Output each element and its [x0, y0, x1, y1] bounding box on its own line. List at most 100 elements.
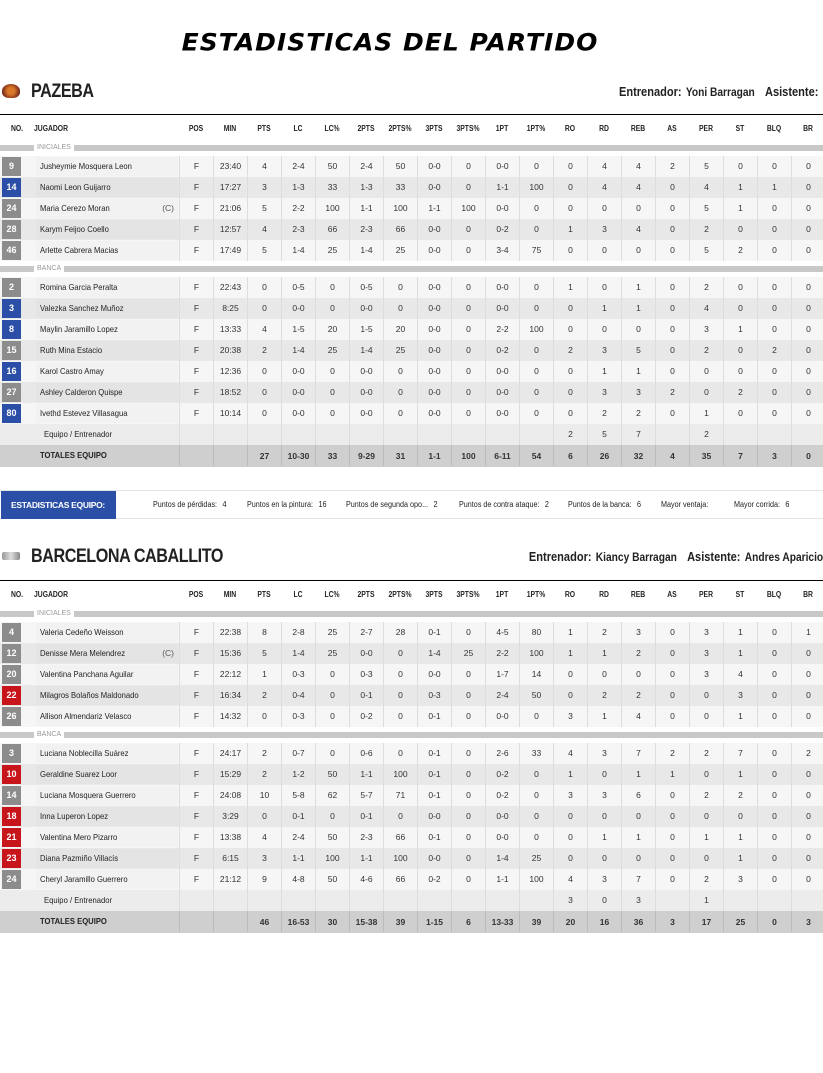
- player-row[interactable]: 23 Diana Pazmiño Villacís F 6:15 3 1-1 100 1-1 1…: [0, 848, 823, 869]
- player-name[interactable]: Luciana Noblecilla Suárez: [40, 748, 129, 758]
- player-name-cell[interactable]: Ruth Mina Estacio: [36, 341, 178, 360]
- player-row[interactable]: 16 Karol Castro Amay F 12:36 0 0-0 0 0-0 0 0-0 0 0-…: [0, 361, 823, 382]
- player-row[interactable]: 18 Inna Luperon Lopez F 3:29 0 0-1 0 0-1 0 0-0 0 0-…: [0, 806, 823, 827]
- column-header-pts[interactable]: PTS: [257, 124, 271, 133]
- player-name-cell[interactable]: Geraldine Suarez Loor: [36, 765, 178, 784]
- player-name-cell[interactable]: Denisse Mera Melendrez (C): [36, 644, 178, 663]
- player-name[interactable]: Geraldine Suarez Loor: [40, 769, 117, 779]
- player-name[interactable]: Allison Almendariz Velasco: [40, 711, 132, 721]
- player-row[interactable]: 3 Luciana Noblecilla Suárez F 24:17 2 0-7 0 0-6…: [0, 743, 823, 764]
- column-header-jugador[interactable]: JUGADOR: [34, 124, 69, 133]
- player-name[interactable]: Ashley Calderon Quispe: [40, 387, 123, 397]
- column-header-lc[interactable]: LC: [293, 124, 303, 133]
- player-row[interactable]: 12 Denisse Mera Melendrez (C) F 15:36 5 1-4 25 0…: [0, 643, 823, 664]
- column-header-3pts-[interactable]: 3PTS%: [456, 590, 480, 599]
- column-header-ro[interactable]: RO: [564, 590, 576, 599]
- player-name-cell[interactable]: Diana Pazmiño Villacís: [36, 849, 178, 868]
- column-header-3pts[interactable]: 3PTS: [425, 590, 443, 599]
- player-row[interactable]: 2 Romina Garcia Peralta F 22:43 0 0-5 0 0-5 0 0-0…: [0, 277, 823, 298]
- player-name-cell[interactable]: Karol Castro Amay: [36, 362, 178, 381]
- column-header-per[interactable]: PER: [699, 124, 713, 133]
- column-header-3pts-[interactable]: 3PTS%: [456, 124, 480, 133]
- player-name[interactable]: Jusheymie Mosquera Leon: [40, 161, 132, 171]
- player-name[interactable]: Maria Cerezo Moran: [40, 203, 110, 213]
- column-header-pts[interactable]: PTS: [257, 590, 271, 599]
- column-header-reb[interactable]: REB: [630, 124, 646, 133]
- player-name-cell[interactable]: Ashley Calderon Quispe: [36, 383, 178, 402]
- player-name[interactable]: Cheryl Jaramillo Guerrero: [40, 874, 128, 884]
- player-row[interactable]: 14 Naomi Leon Guijarro F 17:27 3 1-3 33 1-3 33 0-…: [0, 177, 823, 198]
- player-row[interactable]: 28 Karym Feijoo Coello F 12:57 4 2-3 66 2-3 66 0-…: [0, 219, 823, 240]
- player-name-cell[interactable]: Naomi Leon Guijarro: [36, 178, 178, 197]
- player-row[interactable]: 26 Allison Almendariz Velasco F 14:32 0 0-3 0 0…: [0, 706, 823, 727]
- player-row[interactable]: 3 Valezka Sanchez Muñoz F 8:25 0 0-0 0 0-0 0 0-0 0…: [0, 298, 823, 319]
- player-name[interactable]: Maylin Jaramillo Lopez: [40, 324, 118, 334]
- player-name-cell[interactable]: Ivethd Estevez Villasagua: [36, 404, 178, 423]
- player-name-cell[interactable]: Luciana Noblecilla Suárez: [36, 744, 178, 763]
- column-header-as[interactable]: AS: [667, 590, 677, 599]
- player-name-cell[interactable]: Cheryl Jaramillo Guerrero: [36, 870, 178, 889]
- player-row[interactable]: 80 Ivethd Estevez Villasagua F 10:14 0 0-0 0 0-…: [0, 403, 823, 424]
- column-header-rd[interactable]: RD: [599, 124, 609, 133]
- player-name-cell[interactable]: Maylin Jaramillo Lopez: [36, 320, 178, 339]
- column-header-rd[interactable]: RD: [599, 590, 609, 599]
- player-name-cell[interactable]: Valentina Panchana Aguilar: [36, 665, 178, 684]
- column-header-br[interactable]: BR: [803, 590, 813, 599]
- column-header-no-[interactable]: NO.: [10, 590, 24, 599]
- column-header-lc-[interactable]: LC%: [324, 124, 340, 133]
- player-name[interactable]: Arlette Cabrera Macias: [40, 245, 119, 255]
- column-header-2pts[interactable]: 2PTS: [357, 124, 375, 133]
- player-name-cell[interactable]: Valentina Mero Pizarro: [36, 828, 178, 847]
- column-header-1pt-[interactable]: 1PT%: [526, 124, 546, 133]
- column-header-2pts-[interactable]: 2PTS%: [388, 124, 412, 133]
- player-name-cell[interactable]: Valeria Cedeño Weisson: [36, 623, 178, 642]
- player-name-cell[interactable]: Inna Luperon Lopez: [36, 807, 178, 826]
- column-header-pos[interactable]: POS: [188, 590, 204, 599]
- player-name[interactable]: Inna Luperon Lopez: [40, 811, 109, 821]
- column-header-br[interactable]: BR: [803, 124, 813, 133]
- column-header-jugador[interactable]: JUGADOR: [34, 590, 69, 599]
- column-header-per[interactable]: PER: [699, 590, 713, 599]
- player-name[interactable]: Ruth Mina Estacio: [40, 345, 103, 355]
- player-row[interactable]: 15 Ruth Mina Estacio F 20:38 2 1-4 25 1-4 25 0-0 0…: [0, 340, 823, 361]
- column-header-lc[interactable]: LC: [293, 590, 303, 599]
- column-header-pos[interactable]: POS: [188, 124, 204, 133]
- player-name[interactable]: Karym Feijoo Coello: [40, 224, 109, 234]
- column-header-ro[interactable]: RO: [564, 124, 576, 133]
- player-row[interactable]: 21 Valentina Mero Pizarro F 13:38 4 2-4 50 2-3 6…: [0, 827, 823, 848]
- player-row[interactable]: 46 Arlette Cabrera Macias F 17:49 5 1-4 25 1-4 2…: [0, 240, 823, 261]
- player-name-cell[interactable]: Karym Feijoo Coello: [36, 220, 178, 239]
- column-header-blq[interactable]: BLQ: [766, 124, 782, 133]
- column-header-blq[interactable]: BLQ: [766, 590, 782, 599]
- column-header-no-[interactable]: NO.: [10, 124, 24, 133]
- player-name[interactable]: Valentina Panchana Aguilar: [40, 669, 134, 679]
- column-header-2pts-[interactable]: 2PTS%: [388, 590, 412, 599]
- player-row[interactable]: 24 Maria Cerezo Moran (C) F 21:06 5 2-2 100 1-1 1…: [0, 198, 823, 219]
- player-row[interactable]: 4 Valeria Cedeño Weisson F 22:38 8 2-8 25 2-7 28…: [0, 622, 823, 643]
- player-name[interactable]: Luciana Mosquera Guerrero: [40, 790, 136, 800]
- column-header-st[interactable]: ST: [735, 590, 745, 599]
- column-header-2pts[interactable]: 2PTS: [357, 590, 375, 599]
- column-header-3pts[interactable]: 3PTS: [425, 124, 443, 133]
- player-row[interactable]: 20 Valentina Panchana Aguilar F 22:12 1 0-3 0 0…: [0, 664, 823, 685]
- player-row[interactable]: 27 Ashley Calderon Quispe F 18:52 0 0-0 0 0-0 0 0…: [0, 382, 823, 403]
- player-row[interactable]: 10 Geraldine Suarez Loor F 15:29 2 1-2 50 1-1 10…: [0, 764, 823, 785]
- column-header-1pt-[interactable]: 1PT%: [526, 590, 546, 599]
- column-header-lc-[interactable]: LC%: [324, 590, 340, 599]
- player-name-cell[interactable]: Valezka Sanchez Muñoz: [36, 299, 178, 318]
- player-name[interactable]: Ivethd Estevez Villasagua: [40, 408, 128, 418]
- player-name[interactable]: Valezka Sanchez Muñoz: [40, 303, 124, 313]
- player-row[interactable]: 24 Cheryl Jaramillo Guerrero F 21:12 9 4-8 50 4…: [0, 869, 823, 890]
- player-row[interactable]: 8 Maylin Jaramillo Lopez F 13:33 4 1-5 20 1-5 20…: [0, 319, 823, 340]
- column-header-min[interactable]: MIN: [223, 590, 237, 599]
- player-name[interactable]: Diana Pazmiño Villacís: [40, 853, 119, 863]
- column-header-1pt[interactable]: 1PT: [495, 124, 509, 133]
- player-name[interactable]: Valeria Cedeño Weisson: [40, 627, 124, 637]
- player-name[interactable]: Naomi Leon Guijarro: [40, 182, 111, 192]
- player-name[interactable]: Valentina Mero Pizarro: [40, 832, 118, 842]
- player-name-cell[interactable]: Luciana Mosquera Guerrero: [36, 786, 178, 805]
- column-header-min[interactable]: MIN: [223, 124, 237, 133]
- player-name[interactable]: Romina Garcia Peralta: [40, 282, 118, 292]
- player-row[interactable]: 9 Jusheymie Mosquera Leon F 23:40 4 2-4 50 2-4 5…: [0, 156, 823, 177]
- column-header-st[interactable]: ST: [735, 124, 745, 133]
